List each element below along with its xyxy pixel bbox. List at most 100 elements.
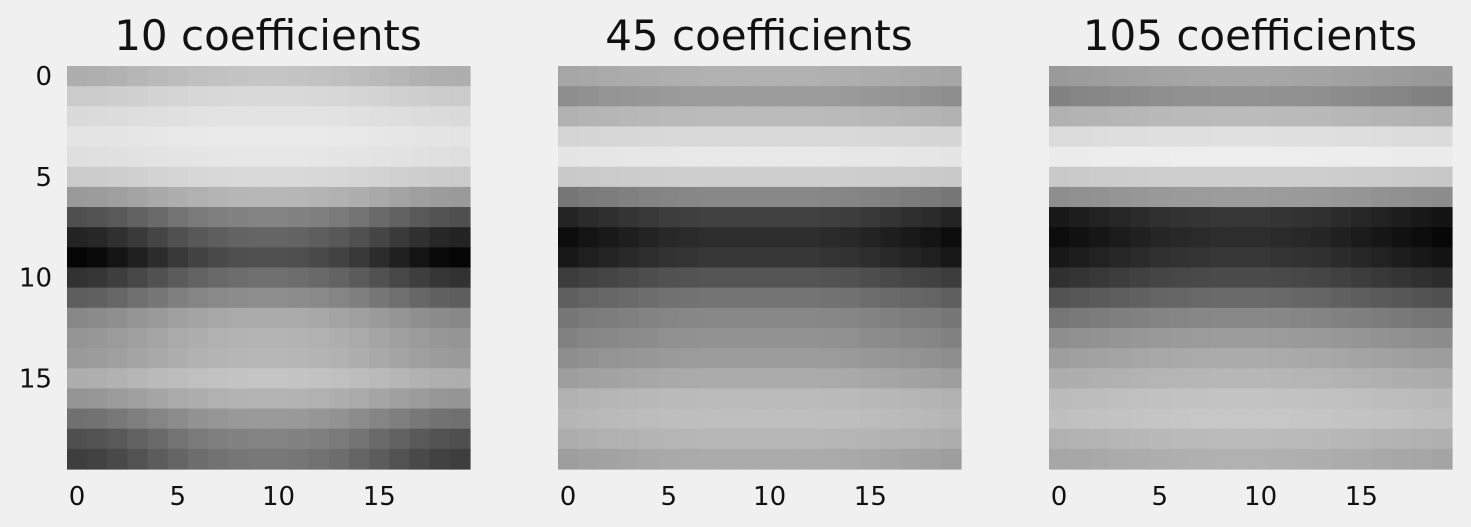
heatmap-cell-r10-c17 (409, 267, 431, 289)
heatmap-cell-r3-c15 (1351, 126, 1372, 148)
heatmap-cell-r0-c13 (819, 66, 841, 87)
heatmap-cell-r19-c4 (1129, 448, 1151, 470)
heatmap-cell-r19-c15 (369, 448, 390, 470)
heatmap-cell-r2-c12 (308, 106, 330, 128)
heatmap-cell-r16-c15 (369, 388, 390, 410)
heatmap-cell-r19-c1 (1069, 448, 1090, 470)
heatmap-cell-r11-c0 (558, 287, 579, 309)
heatmap-cell-r3-c17 (409, 126, 431, 148)
heatmap-cell-r7-c9 (739, 207, 761, 228)
heatmap-cell-r13-c8 (228, 327, 249, 349)
heatmap-cell-r17-c8 (228, 408, 249, 430)
heatmap-cell-r12-c19 (940, 307, 962, 329)
heatmap-cell-r7-c16 (389, 207, 411, 228)
heatmap-cell-r13-c16 (1371, 327, 1393, 349)
heatmap-cell-r5-c16 (1371, 166, 1393, 188)
heatmap-cell-r1-c17 (1391, 86, 1413, 107)
heatmap-cell-r12-c0 (1049, 307, 1070, 329)
heatmap-cell-r7-c10 (759, 207, 781, 228)
heatmap-cell-r13-c18 (920, 327, 942, 349)
heatmap-cell-r10-c15 (369, 267, 390, 289)
heatmap-cell-r6-c9 (739, 186, 761, 208)
x-tick-label-0: 0 (560, 482, 577, 512)
heatmap-cell-r3-c11 (779, 126, 801, 148)
heatmap-cell-r15-c16 (389, 368, 411, 389)
heatmap-cell-r18-c4 (147, 428, 169, 450)
heatmap-cell-r2-c18 (920, 106, 942, 128)
heatmap-cell-r1-c14 (840, 86, 861, 107)
heatmap-cell-r8-c15 (860, 227, 881, 248)
heatmap-cell-r0-c17 (409, 66, 431, 87)
heatmap-cell-r8-c9 (248, 227, 270, 248)
heatmap-cell-r4-c1 (1069, 146, 1090, 168)
heatmap-cell-r11-c14 (349, 287, 370, 309)
heatmap-cell-r17-c9 (248, 408, 270, 430)
heatmap-cell-r4-c12 (1290, 146, 1312, 168)
heatmap-cell-r6-c19 (1431, 186, 1453, 208)
heatmap-cell-r10-c14 (349, 267, 370, 289)
heatmap-cell-r5-c7 (208, 166, 229, 188)
heatmap-cell-r15-c18 (429, 368, 451, 389)
heatmap-cell-r11-c2 (598, 287, 620, 309)
heatmap-cell-r6-c3 (127, 186, 149, 208)
heatmap-cell-r15-c18 (1411, 368, 1433, 389)
heatmap-cell-r18-c19 (1431, 428, 1453, 450)
heatmap-cell-r2-c9 (739, 106, 761, 128)
heatmap-cell-r19-c0 (1049, 448, 1070, 470)
heatmap-cell-r5-c15 (860, 166, 881, 188)
heatmap-cell-r3-c2 (107, 126, 129, 148)
heatmap-cell-r0-c14 (840, 66, 861, 87)
heatmap-cell-r5-c10 (1250, 166, 1272, 188)
heatmap-cell-r17-c5 (167, 408, 189, 430)
heatmap-cell-r13-c12 (1290, 327, 1312, 349)
heatmap-cell-r6-c13 (328, 186, 350, 208)
heatmap-cell-r12-c4 (147, 307, 169, 329)
heatmap-cell-r9-c18 (1411, 247, 1433, 269)
heatmap-cell-r14-c4 (638, 348, 660, 369)
heatmap-cell-r1-c16 (1371, 86, 1393, 107)
heatmap-cell-r14-c13 (328, 348, 350, 369)
heatmap-cell-r9-c3 (618, 247, 640, 269)
heatmap-cell-r5-c5 (1149, 166, 1171, 188)
heatmap-cell-r11-c12 (308, 287, 330, 309)
heatmap-cell-r10-c11 (288, 267, 310, 289)
heatmap-cell-r14-c0 (1049, 348, 1070, 369)
heatmap-cell-r8-c14 (1331, 227, 1352, 248)
heatmap-cell-r13-c2 (1089, 327, 1111, 349)
heatmap-cell-r5-c17 (900, 166, 922, 188)
heatmap-cell-r11-c5 (1149, 287, 1171, 309)
heatmap-cell-r0-c1 (87, 66, 108, 87)
heatmap-cell-r11-c6 (1169, 287, 1191, 309)
heatmap-cell-r8-c19 (940, 227, 962, 248)
heatmap-cell-r9-c16 (880, 247, 902, 269)
heatmap-cell-r18-c14 (349, 428, 370, 450)
heatmap-cell-r1-c0 (1049, 86, 1070, 107)
heatmap-cell-r6-c15 (369, 186, 390, 208)
heatmap-cell-r16-c7 (1190, 388, 1211, 410)
heatmap-cell-r18-c2 (598, 428, 620, 450)
heatmap-cell-r6-c12 (799, 186, 821, 208)
heatmap-cell-r16-c6 (187, 388, 209, 410)
heatmap-cell-r13-c4 (1129, 327, 1151, 349)
heatmap-cell-r6-c3 (1109, 186, 1131, 208)
heatmap-cell-r2-c13 (328, 106, 350, 128)
heatmap-cell-r16-c14 (349, 388, 370, 410)
heatmap-cell-r1-c4 (638, 86, 660, 107)
heatmap-cell-r13-c2 (107, 327, 129, 349)
heatmap-cell-r14-c11 (779, 348, 801, 369)
heatmap-cell-r18-c11 (1270, 428, 1292, 450)
heatmap-cell-r15-c1 (1069, 368, 1090, 389)
heatmap-cell-r10-c6 (1169, 267, 1191, 289)
heatmap-cell-r9-c10 (1250, 247, 1272, 269)
heatmap-cell-r5-c6 (678, 166, 700, 188)
heatmap-cell-r4-c10 (1250, 146, 1272, 168)
heatmap-cell-r18-c18 (1411, 428, 1433, 450)
heatmap-cell-r10-c6 (678, 267, 700, 289)
heatmap-cell-r3-c17 (900, 126, 922, 148)
x-tick-labels: 0 5 10 15 (69, 482, 396, 512)
heatmap-cell-r3-c10 (268, 126, 290, 148)
heatmap-cell-r3-c13 (328, 126, 350, 148)
heatmap-cell-r6-c17 (409, 186, 431, 208)
heatmap-cell-r4-c5 (167, 146, 189, 168)
heatmap-cell-r7-c3 (127, 207, 149, 228)
